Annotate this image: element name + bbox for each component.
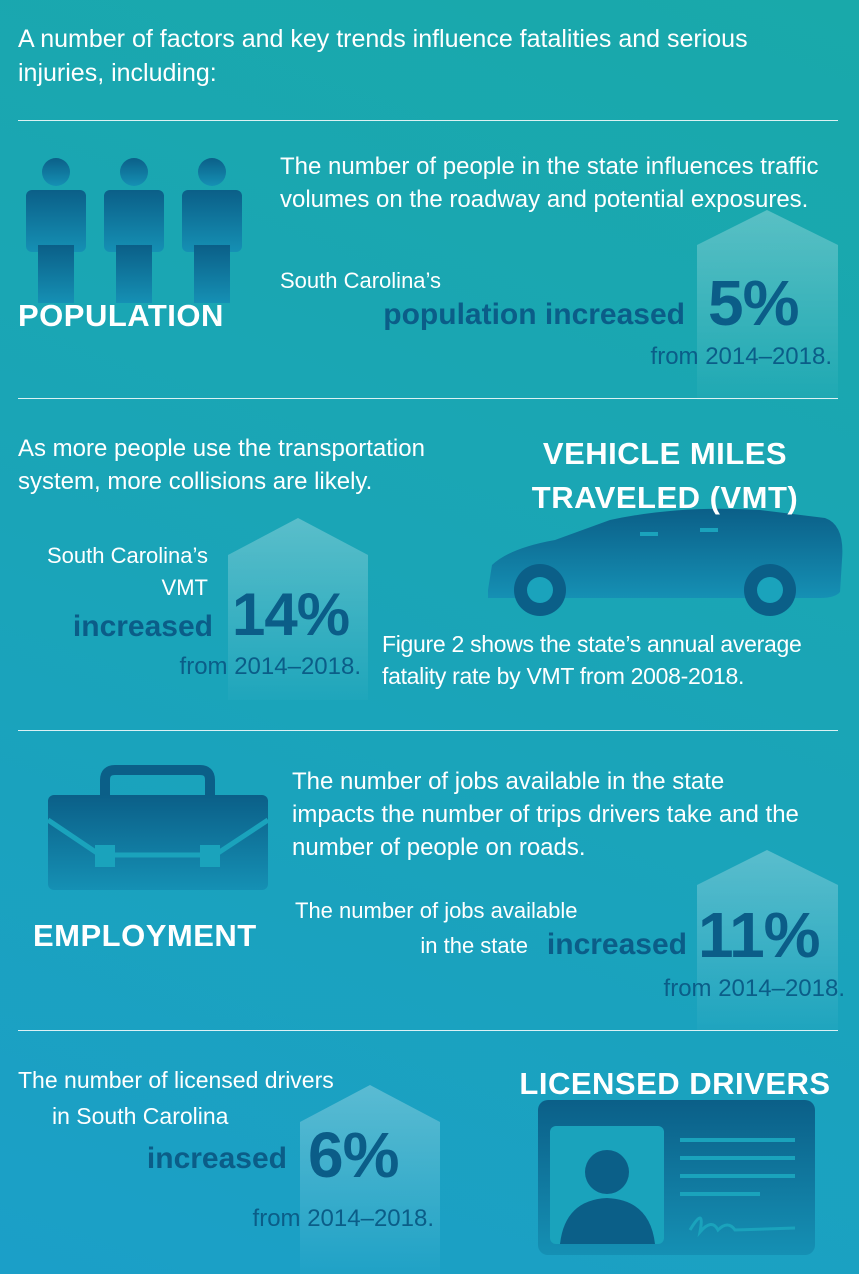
description: The number of people in the state influe… (280, 153, 819, 213)
stat-value: 14% (232, 581, 350, 648)
divider (18, 398, 838, 399)
stat-emphasis: increased (146, 1142, 287, 1175)
stat-emphasis: population increased (383, 298, 685, 331)
divider (18, 1030, 838, 1031)
divider (18, 730, 838, 731)
stat-lead-line: VMT (161, 575, 208, 600)
highlight-shape (697, 210, 838, 400)
stat-value: 6% (308, 1119, 399, 1191)
divider (18, 120, 838, 121)
stat-period: from 2014–2018. (179, 653, 361, 680)
stat-lead: The number of jobs available (295, 898, 578, 923)
stat-lead-line: South Carolina’s (46, 543, 208, 568)
description: As more people use the transportation sy… (18, 435, 425, 495)
heading: LICENSED DRIVERS (519, 1066, 831, 1101)
license-icon (538, 1100, 815, 1255)
stat-period: from 2014–2018. (663, 975, 845, 1002)
people-icon (26, 158, 242, 303)
heading-line: TRAVELED (VMT) (531, 480, 799, 515)
stat-lead: in the state (420, 933, 528, 958)
stat-lead: South Carolina’s VMT (47, 540, 208, 604)
highlight-shape (300, 1085, 440, 1274)
heading: EMPLOYMENT (33, 918, 257, 953)
stat-emphasis: increased (546, 928, 687, 961)
description: The number of jobs available in the stat… (292, 768, 799, 861)
car-icon (488, 508, 843, 616)
highlight-shape (697, 850, 838, 1030)
stat-value: 5% (708, 267, 799, 339)
briefcase-icon (46, 765, 270, 890)
stat-period: from 2014–2018. (650, 343, 832, 370)
heading-line: VEHICLE MILES (542, 436, 788, 471)
note: Figure 2 shows the state’s annual averag… (382, 631, 802, 689)
stat-lead: The number of licensed drivers in South … (18, 1062, 334, 1134)
intro: A number of factors and key trends influ… (18, 25, 748, 87)
stat-lead-line: in South Carolina (52, 1103, 229, 1129)
heading: POPULATION (18, 298, 224, 333)
stat-period: from 2014–2018. (252, 1205, 434, 1232)
highlight-shape (228, 518, 368, 700)
stat-lead-line: The number of licensed drivers (18, 1067, 334, 1093)
heading: VEHICLE MILES TRAVELED (VMT) (500, 432, 830, 520)
stat-emphasis: increased (72, 610, 213, 643)
stat-value: 11% (698, 899, 821, 971)
stat-lead: South Carolina’s (280, 268, 442, 293)
